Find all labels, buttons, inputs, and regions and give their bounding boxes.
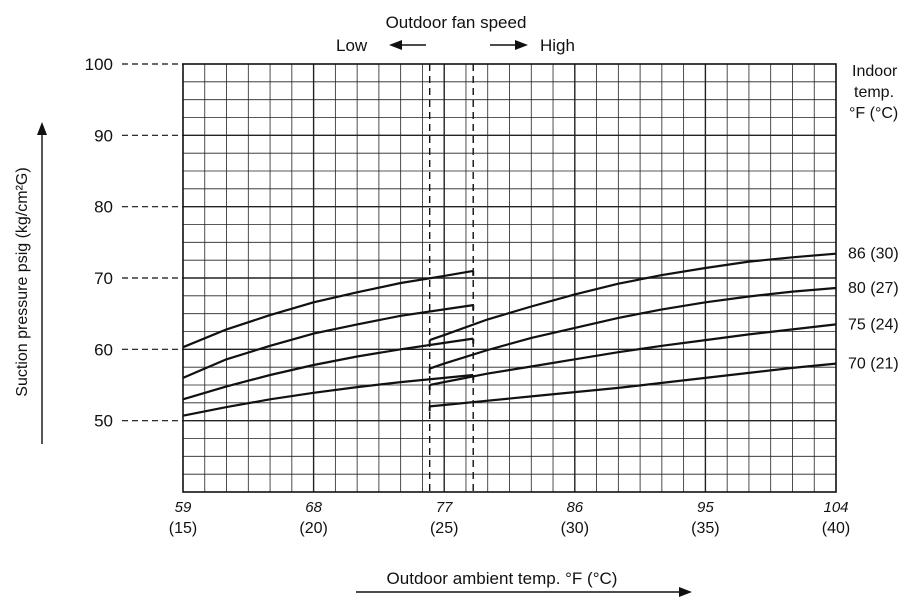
x-tick-label-c: (15) <box>169 520 197 537</box>
y-axis-label: Suction pressure psig (kg/cm²G) <box>14 167 31 396</box>
fan-speed-low-label: Low <box>336 36 368 55</box>
x-tick-label-f: 77 <box>436 499 453 516</box>
y-tick-label: 90 <box>94 126 113 145</box>
x-tick-label-f: 68 <box>305 499 322 516</box>
y-axis-arrow-icon <box>37 122 47 444</box>
series-label: 80 (27) <box>848 280 899 297</box>
high-arrow-icon <box>490 40 528 50</box>
x-tick-label-c: (20) <box>299 520 327 537</box>
series-line-high <box>429 323 837 387</box>
x-tick-label-f: 104 <box>823 499 848 516</box>
x-tick-label-f: 95 <box>697 499 714 516</box>
series-lines: 86 (30) 80 (27) 75 (24) 70 (21) <box>182 246 899 417</box>
y-tick-label: 60 <box>94 340 113 359</box>
series-line-low <box>182 337 474 401</box>
grid <box>183 64 836 492</box>
legend-title-line-3: °F (°C) <box>849 105 898 122</box>
x-tick-label-c: (40) <box>822 520 850 537</box>
axis-ticks: 50 60 70 80 90 100 59 (15) 68 (20) 77 (25) 86 (30) 95 (… <box>85 55 851 537</box>
series-label: 86 (30) <box>848 246 899 263</box>
low-arrow-icon <box>389 40 426 50</box>
x-tick-label-f: 86 <box>566 499 583 516</box>
y-tick-label: 70 <box>94 269 113 288</box>
legend-title-line-1: Indoor <box>852 63 898 80</box>
series-line-high <box>429 252 837 342</box>
x-tick-label-c: (30) <box>561 520 589 537</box>
series-line-high <box>429 362 837 408</box>
y-tick-label: 50 <box>94 412 113 431</box>
x-tick-label-f: 59 <box>175 499 192 516</box>
y-tick-label: 80 <box>94 198 113 217</box>
series-label: 70 (21) <box>848 356 899 373</box>
x-axis-label: Outdoor ambient temp. °F (°C) <box>387 569 618 588</box>
series-label: 75 (24) <box>848 316 899 333</box>
series-line-low <box>182 304 474 379</box>
y-tick-label: 100 <box>85 55 113 74</box>
x-tick-label-c: (25) <box>430 520 458 537</box>
legend-title-line-2: temp. <box>854 84 894 101</box>
fan-speed-high-label: High <box>540 36 575 55</box>
series-line-low <box>182 269 474 349</box>
x-axis-arrow-icon <box>356 587 692 597</box>
series-line-high <box>429 286 837 370</box>
fan-speed-title: Outdoor fan speed <box>386 13 527 32</box>
x-tick-label-c: (35) <box>691 520 719 537</box>
series-line-low <box>182 373 474 417</box>
